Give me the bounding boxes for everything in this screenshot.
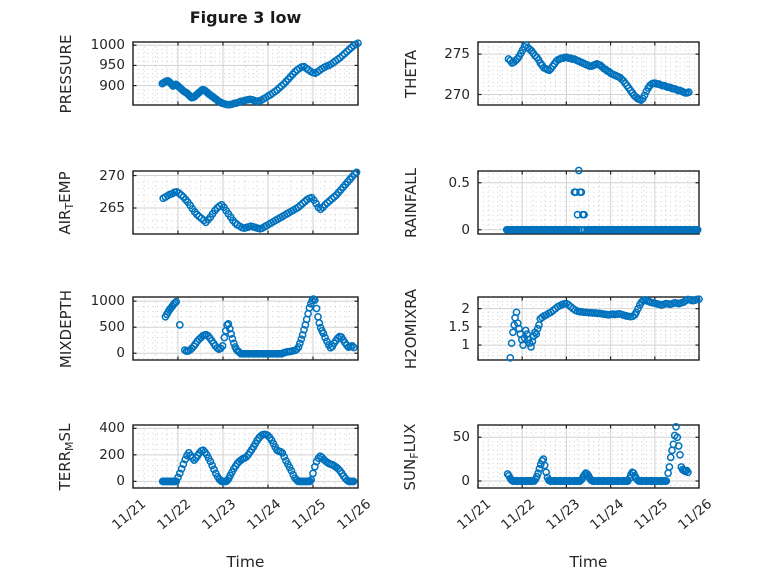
terr-msl-ytick-200: 200 (99, 446, 125, 463)
mixdepth-ylabel: MIXDEPTH (57, 289, 75, 368)
terr-msl-ytick-400: 400 (99, 420, 125, 437)
sun-flux-ylabel: SUNFLUX (401, 423, 421, 490)
theta-ytick-270: 270 (444, 86, 470, 103)
sun-flux-ytick-50: 50 (452, 429, 470, 446)
pressure-ytick-900: 900 (99, 77, 125, 94)
pressure-ytick-1000: 1000 (90, 37, 125, 54)
rainfall-ytick-0: 0 (461, 221, 470, 238)
mixdepth-series (161, 295, 358, 358)
theta-ylabel: THETA (402, 49, 420, 98)
h2omixra-ytick-2: 2 (461, 300, 470, 317)
h2omixra-ytick-1: 1 (461, 337, 470, 354)
x-axis-label-right: Time (569, 553, 608, 571)
terr-msl-ytick-0: 0 (116, 473, 125, 490)
rainfall-series (502, 166, 702, 234)
sun-flux-series (503, 422, 692, 485)
rainfall-ytick-0.5: 0.5 (448, 174, 470, 191)
mixdepth-ytick-500: 500 (99, 319, 125, 336)
air-temp-series (159, 168, 361, 233)
air-temp-ytick-265: 265 (99, 200, 125, 217)
air-temp-ytick-270: 270 (99, 167, 125, 184)
sun-flux-ytick-0: 0 (461, 473, 470, 489)
x-axis-label-left: Time (226, 553, 265, 571)
figure-title: Figure 3 low (189, 8, 302, 27)
theta-series (504, 41, 693, 105)
mixdepth-ytick-0: 0 (116, 345, 125, 362)
h2omixra-series (506, 295, 703, 362)
rainfall-ylabel: RAINFALL (402, 167, 420, 238)
pressure-ytick-950: 950 (99, 57, 125, 74)
h2omixra-ylabel: H2OMIXRA (402, 288, 420, 369)
theta-ytick-275: 275 (444, 46, 470, 63)
air-temp-ylabel: AIRTEMP (56, 170, 76, 235)
mixdepth-ytick-1000: 1000 (90, 293, 125, 310)
pressure-ylabel: PRESSURE (57, 34, 75, 113)
terr-msl-series (158, 430, 358, 486)
h2omixra-ytick-1.5: 1.5 (448, 318, 470, 335)
terr-msl-ylabel: TERRMSL (56, 423, 76, 490)
pressure-series (158, 39, 362, 109)
